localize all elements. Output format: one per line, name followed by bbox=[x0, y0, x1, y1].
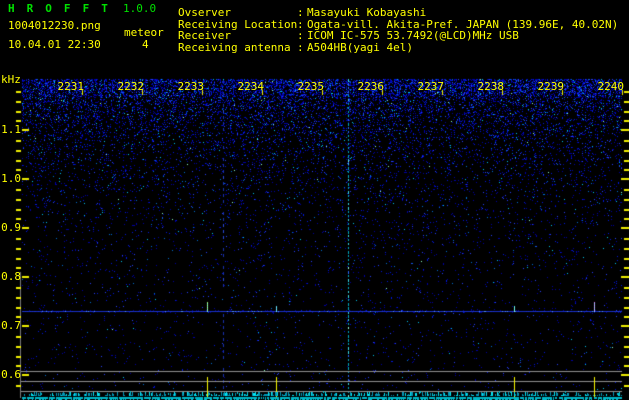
freq-tick-label: 0.6 bbox=[1, 368, 21, 381]
time-tick-label: 2239 bbox=[537, 80, 565, 93]
info-row: Ovserver: Masayuki Kobayashi bbox=[178, 7, 426, 19]
freq-tick-label: 1.1 bbox=[1, 123, 21, 136]
info-row-label: Receiving antenna bbox=[178, 41, 291, 55]
freq-tick-label: 1.0 bbox=[1, 172, 21, 185]
info-row-colon: : bbox=[297, 41, 304, 55]
info-row: Receiver: ICOM IC-575 53.7492(@LCD)MHz US… bbox=[178, 30, 519, 42]
info-row-value: Ogata-vill. Akita-Pref. JAPAN (139.96E, … bbox=[307, 17, 619, 31]
app-title: H R O F F T bbox=[8, 2, 111, 15]
info-row-label: Receiving Location bbox=[178, 17, 298, 31]
time-tick-label: 2235 bbox=[297, 80, 325, 93]
meteor-echo-count: 4 bbox=[142, 38, 149, 51]
info-row: Receiving Location: Ogata-vill. Akita-Pre… bbox=[178, 17, 619, 31]
freq-tick-label: 0.8 bbox=[1, 270, 21, 283]
info-row-value: Masayuki Kobayashi bbox=[307, 6, 427, 19]
info-row-colon: : bbox=[297, 17, 304, 31]
app-version: 1.0.0 bbox=[123, 2, 157, 15]
info-row-colon: : bbox=[297, 29, 304, 43]
info-row-colon: : bbox=[297, 6, 304, 19]
time-tick-label: 2231 bbox=[57, 80, 85, 93]
y-axis-unit-label: kHz bbox=[1, 73, 21, 86]
time-tick-label: 2240 bbox=[597, 80, 625, 93]
time-tick-label: 2237 bbox=[417, 80, 445, 93]
freq-tick-label: 0.7 bbox=[1, 319, 21, 332]
time-tick-label: 2233 bbox=[177, 80, 205, 93]
info-row-value: ICOM IC-575 53.7492(@LCD)MHz USB bbox=[307, 29, 519, 43]
info-row-label: Receiver bbox=[178, 29, 231, 43]
observation-datetime: 10.04.01 22:30 bbox=[8, 38, 101, 51]
freq-tick-label: 0.9 bbox=[1, 221, 21, 234]
info-row-label: Ovserver bbox=[178, 6, 231, 19]
time-tick-label: 2238 bbox=[477, 80, 505, 93]
observation-mode: meteor bbox=[124, 26, 164, 39]
time-tick-label: 2234 bbox=[237, 80, 265, 93]
info-row: Receiving antenna: A504HB(yagi 4el) bbox=[178, 42, 413, 54]
time-tick-label: 2236 bbox=[357, 80, 385, 93]
time-tick-label: 2232 bbox=[117, 80, 145, 93]
info-row-value: A504HB(yagi 4el) bbox=[307, 41, 413, 55]
output-filename: 1004012230.png bbox=[8, 19, 101, 32]
